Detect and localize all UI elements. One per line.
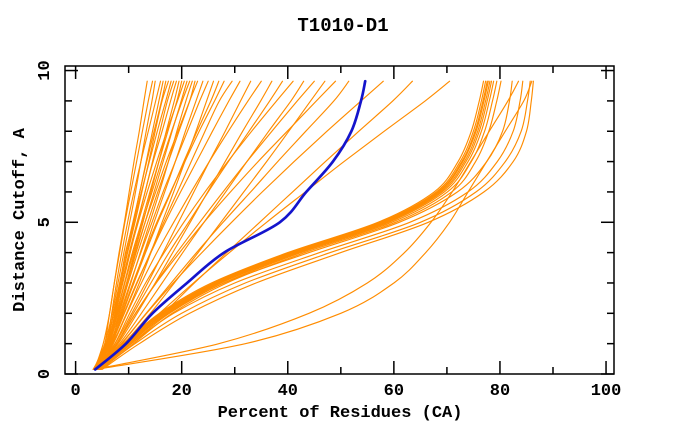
x-tick-label-40: 40 — [278, 382, 298, 401]
curve-prediction-13 — [98, 80, 185, 371]
chart-title: T1010-D1 — [297, 15, 388, 37]
curve-prediction-16 — [93, 80, 193, 371]
curve-prediction-26 — [94, 80, 252, 371]
x-axis-label: Percent of Residues (CA) — [218, 404, 463, 423]
curve-prediction-04 — [96, 80, 162, 371]
curve-prediction-50 — [100, 80, 531, 371]
curve-prediction-46 — [99, 80, 498, 371]
curve-highlighted-model — [93, 79, 367, 371]
curve-prediction-44 — [97, 80, 493, 371]
curve-prediction-40 — [94, 80, 487, 371]
curve-prediction-49 — [98, 80, 524, 371]
curve-prediction-51 — [101, 80, 534, 371]
x-tick-label-60: 60 — [384, 382, 404, 401]
curve-prediction-52 — [95, 80, 533, 371]
curve-prediction-48 — [97, 80, 513, 371]
axes-layer — [64, 65, 615, 375]
y-axis-label: Distance Cutoff, A — [11, 127, 30, 311]
curve-prediction-29 — [96, 80, 284, 371]
curve-prediction-39 — [93, 80, 485, 371]
x-tick-label-20: 20 — [171, 382, 191, 401]
curve-prediction-30 — [98, 80, 294, 371]
curve-prediction-20 — [96, 80, 209, 371]
curve-prediction-34 — [97, 80, 337, 371]
x-tick-label-80: 80 — [490, 382, 510, 401]
curve-prediction-53 — [93, 80, 520, 371]
curve-prediction-15 — [97, 80, 191, 371]
curve-prediction-41 — [95, 80, 488, 371]
curve-prediction-25 — [95, 80, 241, 371]
y-tick-label-10: 10 — [36, 60, 55, 80]
y-tick-label-0: 0 — [36, 369, 55, 379]
curve-prediction-45 — [98, 80, 495, 371]
curve-prediction-07 — [93, 80, 169, 371]
y-tick-label-5: 5 — [36, 217, 55, 227]
x-tick-label-100: 100 — [591, 382, 622, 401]
curve-prediction-17 — [95, 80, 196, 371]
x-tick-label-0: 0 — [71, 382, 81, 401]
tick-label-layer: 0 20 40 60 80 100 0 5 10 — [36, 60, 621, 401]
curve-prediction-23 — [98, 80, 225, 371]
curve-prediction-02 — [95, 80, 154, 371]
curves-layer — [92, 79, 534, 371]
plot-frame — [64, 65, 615, 375]
curve-prediction-28 — [95, 80, 273, 371]
curve-prediction-36 — [97, 80, 384, 371]
curve-prediction-27 — [97, 80, 262, 371]
